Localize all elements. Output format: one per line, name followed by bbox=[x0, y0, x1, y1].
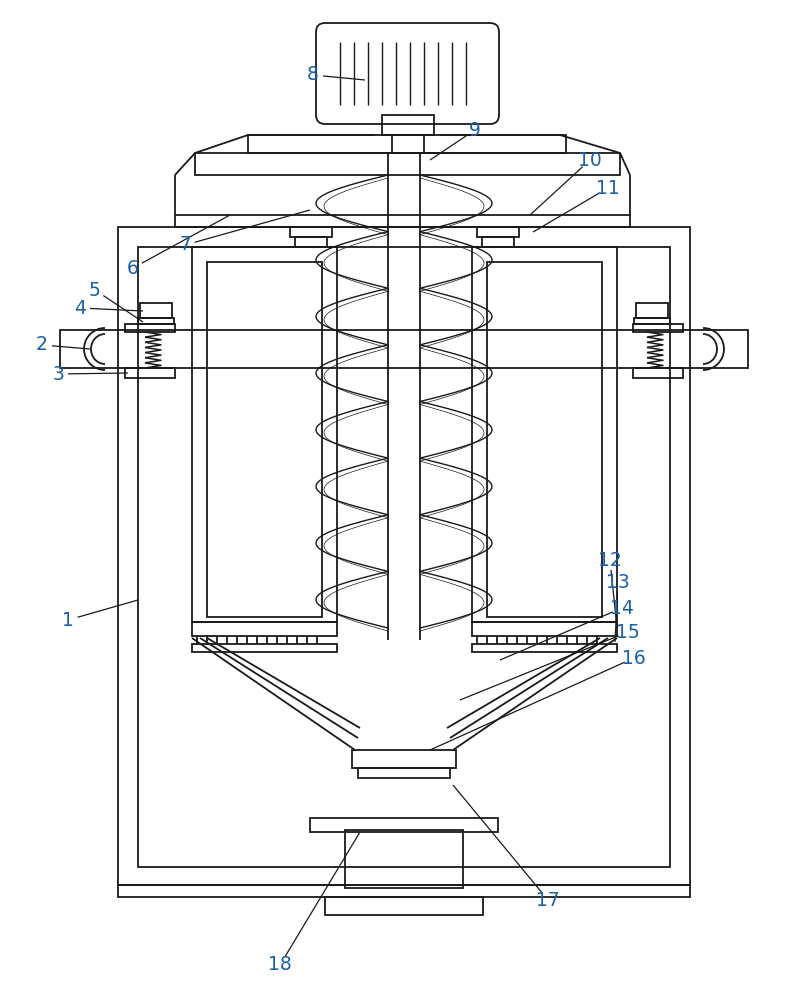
Bar bbox=[138, 247, 670, 867]
Bar bbox=[633, 324, 683, 332]
Text: 8: 8 bbox=[307, 66, 319, 85]
Bar bbox=[345, 830, 463, 888]
Bar bbox=[192, 622, 337, 636]
Bar bbox=[118, 227, 690, 885]
Text: 13: 13 bbox=[606, 574, 629, 592]
Bar bbox=[138, 318, 174, 324]
Text: 14: 14 bbox=[610, 598, 634, 617]
Text: 17: 17 bbox=[536, 890, 560, 910]
Bar bbox=[192, 247, 337, 622]
Bar bbox=[125, 324, 175, 332]
Text: 16: 16 bbox=[622, 648, 646, 668]
Bar bbox=[472, 622, 617, 636]
Text: 4: 4 bbox=[74, 298, 86, 318]
Text: 10: 10 bbox=[578, 150, 602, 169]
Text: 15: 15 bbox=[616, 622, 640, 642]
Bar bbox=[125, 368, 175, 378]
Text: 9: 9 bbox=[469, 120, 481, 139]
Bar bbox=[310, 818, 498, 832]
Bar bbox=[392, 135, 424, 153]
Bar bbox=[140, 303, 172, 318]
Bar bbox=[487, 262, 602, 617]
Bar bbox=[325, 897, 483, 915]
Text: 5: 5 bbox=[89, 280, 101, 300]
Bar bbox=[60, 330, 748, 368]
Bar bbox=[295, 237, 327, 247]
Bar bbox=[118, 885, 690, 897]
Bar bbox=[248, 135, 566, 153]
Text: 1: 1 bbox=[62, 610, 74, 630]
Bar bbox=[358, 768, 450, 778]
Bar bbox=[477, 227, 519, 237]
Text: 7: 7 bbox=[179, 235, 191, 254]
Bar bbox=[633, 368, 683, 378]
Bar bbox=[352, 750, 456, 768]
Bar bbox=[472, 247, 617, 622]
Bar bbox=[636, 303, 668, 318]
Text: 3: 3 bbox=[52, 364, 64, 383]
Text: 6: 6 bbox=[127, 258, 139, 277]
Bar bbox=[382, 115, 434, 135]
Text: 11: 11 bbox=[596, 178, 620, 198]
Bar bbox=[192, 644, 337, 652]
Text: 12: 12 bbox=[598, 550, 622, 570]
Bar bbox=[634, 318, 670, 324]
Bar bbox=[290, 227, 332, 237]
Bar bbox=[175, 215, 630, 227]
Bar bbox=[482, 237, 514, 247]
Text: 18: 18 bbox=[268, 956, 292, 974]
Bar bbox=[472, 644, 617, 652]
Bar bbox=[195, 153, 620, 175]
Bar bbox=[207, 262, 322, 617]
Text: 2: 2 bbox=[36, 336, 48, 355]
